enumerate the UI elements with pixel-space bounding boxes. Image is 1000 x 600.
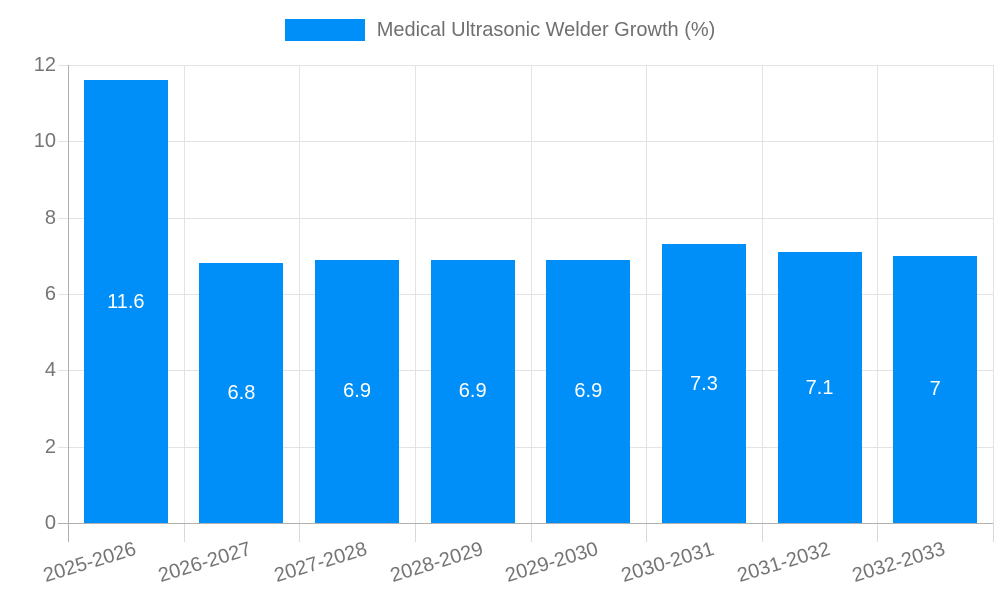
gridline-horizontal	[58, 65, 993, 66]
bar-value-label: 6.9	[343, 380, 371, 403]
y-tick-label: 2	[44, 435, 56, 458]
gridline-vertical	[761, 65, 763, 523]
bar-value-label: 11.6	[107, 290, 145, 313]
bar-value-label: 7	[929, 378, 941, 401]
gridline-horizontal	[58, 217, 993, 219]
bar	[777, 252, 862, 523]
x-axis-line	[58, 523, 993, 524]
x-axis-tick	[646, 523, 648, 542]
gridline-vertical	[646, 65, 648, 523]
bar	[893, 255, 978, 523]
x-axis-tick	[877, 523, 879, 542]
x-axis-tick	[183, 523, 185, 542]
bar	[546, 259, 631, 523]
bar	[315, 259, 400, 523]
y-tick-label: 6	[44, 283, 56, 305]
legend-swatch	[284, 19, 365, 41]
y-tick-label: 0	[44, 512, 56, 534]
bar-value-label: 7.1	[805, 376, 834, 399]
gridline-horizontal	[58, 446, 993, 448]
y-tick-label: 8	[44, 206, 56, 229]
gridline-vertical	[414, 65, 416, 523]
bar	[661, 244, 746, 523]
bar-value-label: 6.9	[574, 380, 603, 403]
bar	[430, 259, 515, 523]
gridline-vertical	[530, 65, 532, 523]
gridline-vertical	[877, 65, 879, 523]
gridline-vertical	[993, 65, 994, 523]
x-axis-tick	[299, 523, 301, 542]
bar-value-label: 7.3	[690, 372, 718, 395]
bar-value-label: 6.8	[227, 382, 256, 405]
x-axis-tick	[993, 523, 994, 542]
gridline-vertical	[299, 65, 301, 523]
gridline-vertical	[183, 65, 185, 523]
y-tick-label: 10	[33, 130, 56, 153]
y-axis-line	[68, 65, 69, 542]
y-tick-label: 4	[44, 359, 56, 382]
bar	[83, 80, 168, 523]
chart-legend: Medical Ultrasonic Welder Growth (%)	[0, 18, 1000, 42]
gridline-horizontal	[58, 294, 993, 295]
gridline-horizontal	[58, 141, 993, 143]
gridline-horizontal	[58, 370, 993, 372]
bar	[199, 263, 284, 523]
bar-value-label: 6.9	[458, 380, 487, 403]
legend-label: Medical Ultrasonic Welder Growth (%)	[376, 19, 716, 41]
x-axis-tick	[530, 523, 532, 542]
x-axis-tick	[761, 523, 763, 542]
x-axis-tick	[414, 523, 416, 542]
y-tick-label: 12	[33, 54, 56, 76]
